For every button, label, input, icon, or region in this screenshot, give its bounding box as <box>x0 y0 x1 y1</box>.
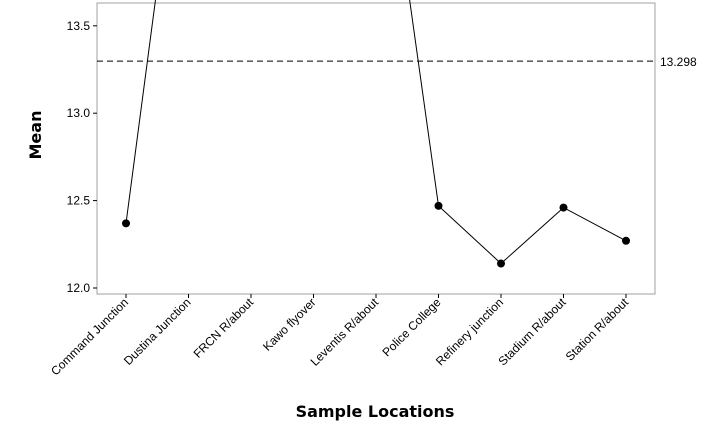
y-tick-label: 13.5 <box>67 19 91 33</box>
data-point <box>434 201 443 210</box>
reference-line-group: 13.298 <box>97 55 697 69</box>
x-axis-title: Sample Locations <box>296 402 455 421</box>
y-tick-label: 13.0 <box>67 106 91 120</box>
series-line <box>125 0 627 265</box>
y-axis: 12.012.513.013.514.014.515.0 <box>67 19 97 295</box>
x-tick-label: Police College <box>379 295 443 359</box>
x-tick-label: FRCN R/about <box>191 295 257 361</box>
data-point <box>122 219 130 228</box>
y-axis-title: Mean <box>26 111 45 160</box>
y-tick-label: 12.0 <box>67 281 91 295</box>
data-point <box>622 236 630 245</box>
x-tick-label: Leventis R/about <box>308 295 382 369</box>
x-tick-label: Stadium R/about <box>496 295 570 369</box>
x-tick-label: Dustina Junction <box>121 295 194 368</box>
x-tick-label: Kawo flyover <box>260 295 318 353</box>
plot-area-frame <box>96 2 656 295</box>
data-point <box>497 259 505 268</box>
series-mean <box>122 0 630 268</box>
x-tick-label: Station R/about <box>563 295 632 364</box>
x-tick-label: Refinery junction <box>433 295 506 368</box>
reference-line-label: 13.298 <box>660 55 697 69</box>
y-tick-label: 12.5 <box>67 194 91 208</box>
data-point <box>559 203 568 212</box>
x-tick-label: Command Junction <box>48 295 131 378</box>
